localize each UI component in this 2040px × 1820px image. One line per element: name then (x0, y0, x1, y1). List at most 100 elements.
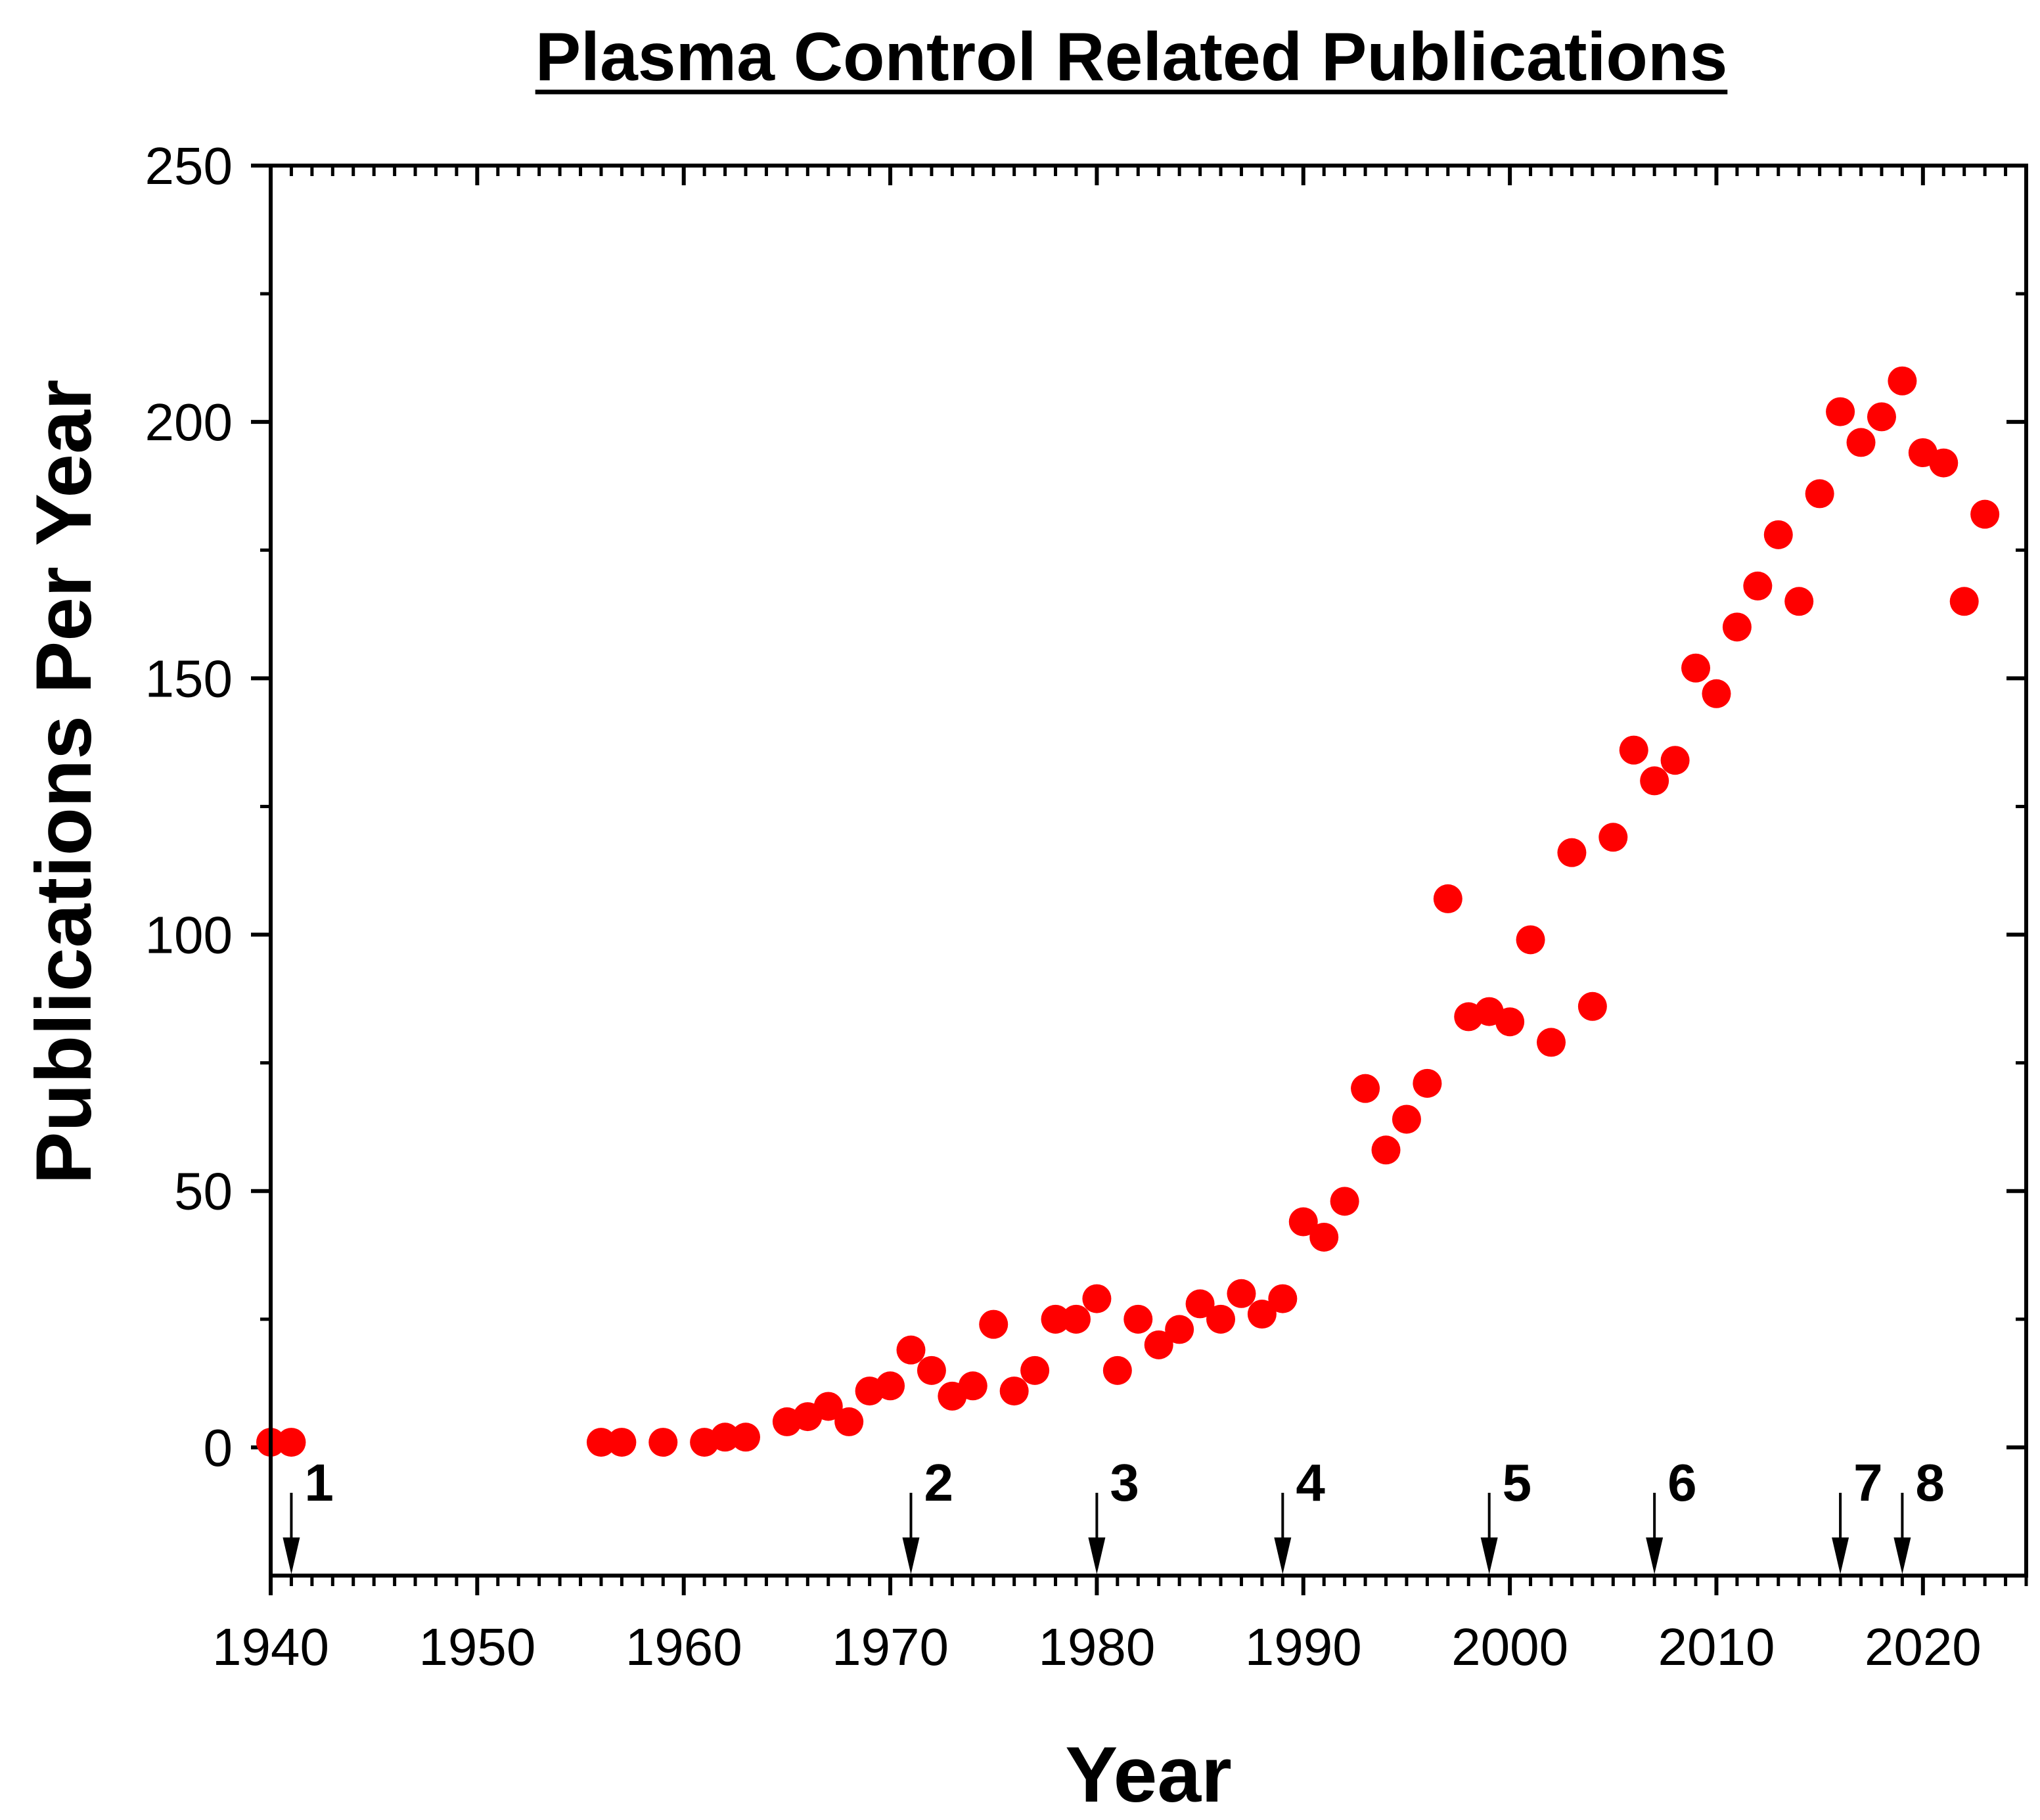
data-point (607, 1428, 637, 1457)
data-point (1061, 1304, 1091, 1334)
data-point (1557, 838, 1587, 867)
x-tick-label: 1980 (1038, 1618, 1155, 1676)
data-point (1722, 612, 1752, 642)
data-point (1577, 991, 1607, 1021)
data-point (1536, 1028, 1566, 1057)
y-tick-labels: 0 50 100 150 200 250 (145, 137, 233, 1477)
annotation-label: 6 (1667, 1453, 1697, 1512)
annotation-arrow-head (283, 1537, 300, 1574)
y-axis-title: Publications Per Year (20, 379, 108, 1184)
annotation-label: 3 (1110, 1453, 1139, 1512)
data-point (1970, 499, 2000, 529)
annotation-label: 2 (924, 1453, 953, 1512)
data-point (1516, 925, 1545, 955)
data-point (1288, 1207, 1318, 1237)
data-point (1165, 1315, 1194, 1344)
data-point (1020, 1355, 1050, 1385)
data-point (999, 1376, 1029, 1406)
plot-frame (269, 164, 2028, 1578)
chart-title: Plasma Control Related Publications (535, 19, 1728, 95)
x-tick-label: 2010 (1658, 1618, 1775, 1676)
data-point (1763, 520, 1793, 549)
annotation-label: 5 (1503, 1453, 1532, 1512)
data-point (1888, 366, 1917, 396)
annotation-arrow-head (902, 1537, 920, 1574)
data-point (1309, 1222, 1339, 1252)
annotation-label: 8 (1915, 1453, 1945, 1512)
data-point (1805, 479, 1834, 509)
y-tick-label: 150 (145, 649, 233, 708)
data-point (1144, 1330, 1173, 1359)
x-tick-label: 1950 (419, 1618, 535, 1676)
data-point (1123, 1304, 1153, 1334)
data-point (648, 1428, 678, 1457)
x-tick-labels: 1940 1950 1960 1970 1980 1990 2000 2010 2020 (212, 1618, 1982, 1676)
y-tick-label: 250 (145, 137, 233, 195)
annotation-arrow-head (1832, 1537, 1849, 1574)
x-tick-label: 2000 (1451, 1618, 1568, 1676)
x-tick-label: 1960 (625, 1618, 742, 1676)
data-point (1330, 1187, 1359, 1216)
data-point (1743, 571, 1773, 601)
x-tick-label: 1990 (1245, 1618, 1362, 1676)
x-tick-label: 2020 (1865, 1618, 1982, 1676)
data-point (896, 1335, 926, 1365)
annotation-label: 7 (1853, 1453, 1883, 1512)
annotation-arrow-head (1274, 1537, 1292, 1574)
data-point (1640, 766, 1669, 796)
data-point (1268, 1284, 1298, 1313)
data-point (1351, 1074, 1380, 1103)
data-point (1185, 1289, 1215, 1319)
data-point (958, 1371, 987, 1401)
y-tick-label: 200 (145, 393, 233, 451)
data-point (1826, 397, 1855, 426)
data-point (277, 1428, 306, 1457)
data-point (813, 1392, 843, 1421)
annotation-arrow-head (1893, 1537, 1911, 1574)
annotation-arrow-head (1480, 1537, 1498, 1574)
data-point (979, 1309, 1009, 1339)
minor-ticks (260, 166, 2028, 1586)
data-point (731, 1422, 761, 1452)
data-point (1206, 1304, 1236, 1334)
data-point (1227, 1279, 1256, 1308)
data-point (1949, 587, 1979, 616)
major-ticks (251, 164, 2026, 1595)
data-point (1702, 679, 1731, 708)
y-tick-label: 100 (145, 906, 233, 965)
x-tick-label: 1970 (832, 1618, 949, 1676)
data-point (876, 1371, 905, 1401)
data-point (1929, 448, 1959, 478)
data-point (1082, 1284, 1112, 1313)
annotation-arrow-head (1088, 1537, 1106, 1574)
data-point (1413, 1068, 1442, 1098)
annotation-arrow-head (1646, 1537, 1664, 1574)
y-tick-label: 50 (174, 1162, 233, 1221)
data-point (1681, 653, 1711, 683)
data-point (1495, 1007, 1525, 1037)
y-tick-label: 0 (204, 1419, 233, 1477)
data-point (586, 1428, 616, 1457)
data-point (1102, 1355, 1132, 1385)
data-point (1433, 884, 1462, 913)
data-point (1247, 1300, 1277, 1329)
x-tick-label: 1940 (212, 1618, 329, 1676)
data-point (1392, 1104, 1421, 1134)
data-point (1041, 1304, 1070, 1334)
data-point (834, 1407, 864, 1436)
data-point (1784, 587, 1814, 616)
data-point (1371, 1135, 1401, 1165)
data-point (710, 1422, 740, 1452)
annotation-label: 1 (304, 1453, 334, 1512)
x-axis-title: Year (1065, 1731, 1232, 1819)
data-points (256, 366, 2000, 1457)
data-point (917, 1355, 946, 1385)
annotation-label: 4 (1296, 1453, 1325, 1512)
data-point (1619, 735, 1648, 765)
data-point (1660, 746, 1690, 775)
data-point (1867, 402, 1896, 432)
data-point (1846, 428, 1876, 457)
data-point (1598, 823, 1628, 852)
